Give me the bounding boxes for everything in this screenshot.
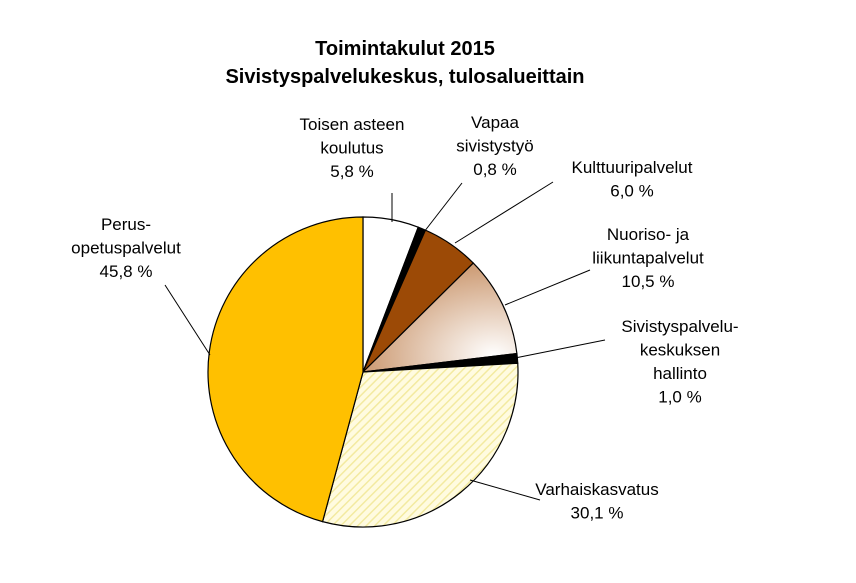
value-label: 5,8 % bbox=[330, 162, 373, 181]
value-label: 0,8 % bbox=[473, 160, 516, 179]
slice-label: Varhaiskasvatus bbox=[535, 480, 658, 499]
value-label: 45,8 % bbox=[100, 262, 153, 281]
slice-label: Nuoriso- ja liikuntapalvelut bbox=[592, 225, 704, 268]
slice-label: Sivistyspalvelu-keskuksen hallinto bbox=[621, 317, 738, 383]
value-label: 30,1 % bbox=[571, 504, 624, 523]
slice-label: Perus-opetuspalvelut bbox=[71, 215, 181, 258]
value-label: 6,0 % bbox=[610, 182, 653, 201]
slice-label: Toisen asteen koulutus bbox=[300, 115, 405, 158]
leader-line bbox=[514, 339, 606, 359]
value-label: 10,5 % bbox=[622, 272, 675, 291]
leader-line bbox=[469, 479, 541, 501]
leader-line bbox=[504, 269, 591, 306]
slice-label: Kulttuuripalvelut bbox=[572, 158, 693, 177]
leader-line bbox=[164, 284, 211, 356]
pie-slice bbox=[207, 216, 364, 523]
pie-slice bbox=[321, 362, 519, 528]
leader-line bbox=[454, 181, 554, 244]
chart-subtitle: Sivistyspalvelukeskus, tulosalueittain bbox=[225, 66, 584, 88]
pie-slice bbox=[361, 262, 518, 373]
slice-label: Vapaa sivistystyö bbox=[456, 113, 533, 156]
value-label: 1,0 % bbox=[658, 388, 701, 407]
leader-line bbox=[423, 182, 463, 233]
chart-title: Toimintakulut 2015 bbox=[315, 38, 495, 60]
